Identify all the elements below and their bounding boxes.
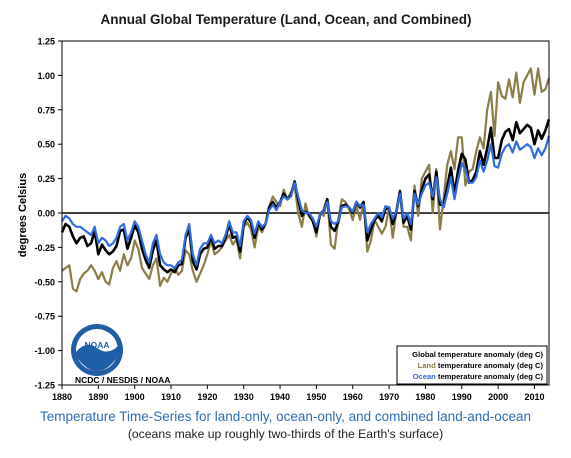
caption-line-1: Temperature Time-Series for land-only, o… [39, 409, 532, 424]
legend: Global temperature anomaly (deg C) Land t… [396, 345, 548, 385]
x-tick-label: 1980 [415, 392, 435, 400]
legend-entry-land: Land temperature anomaly (deg C) [418, 361, 544, 370]
chart-title: Annual Global Temperature (Land, Ocean, … [100, 12, 471, 27]
credit-text: NCDC / NESDIS / NOAA [75, 375, 170, 385]
x-tick-label: 1970 [379, 392, 399, 400]
y-axis-label: degrees Celsius [17, 173, 29, 257]
series-line-ocean [61, 135, 551, 270]
y-tick-label: 0.50 [37, 140, 55, 150]
x-tick-label: 1880 [52, 392, 72, 400]
x-tick-label: 1940 [270, 392, 290, 400]
x-tick-label: 1900 [125, 392, 145, 400]
y-tick-label: 0.75 [37, 105, 55, 115]
y-tick-label: 0.00 [37, 209, 55, 219]
legend-entry-ocean: Ocean temperature anomaly (deg C) [413, 372, 544, 381]
x-tick-label: 1990 [452, 392, 472, 400]
y-axis-ticks: -1.25 -1.00 -0.75 -0.50 -0.25 0.00 0.25 0.50 0.7… [34, 37, 62, 391]
y-tick-label: 1.00 [37, 71, 55, 81]
y-tick-label: -0.75 [34, 312, 55, 322]
temperature-chart: Annual Global Temperature (Land, Ocean, … [17, 12, 551, 400]
x-tick-label: 1910 [161, 392, 181, 400]
series-lines [60, 67, 551, 293]
series-line-land [61, 67, 551, 293]
series-line-global [60, 118, 551, 274]
x-axis-ticks: 1880 1890 1900 1910 1920 1930 1940 1950 1960 1970… [52, 385, 544, 400]
plot-frame [61, 40, 550, 386]
y-tick-label: 0.25 [37, 174, 55, 184]
y-tick-label: -0.50 [34, 277, 55, 287]
y-tick-label: -1.25 [34, 381, 55, 391]
legend-entry-global: Global temperature anomaly (deg C) [412, 350, 543, 359]
caption-line-2: (oceans make up roughly two-thirds of th… [127, 427, 444, 441]
y-tick-label: -1.00 [34, 346, 55, 356]
x-tick-label: 2000 [488, 392, 508, 400]
x-tick-label: 1930 [234, 392, 254, 400]
x-tick-label: 1950 [306, 392, 326, 400]
x-tick-label: 1890 [88, 392, 108, 400]
noaa-logo-wave-icon [76, 344, 118, 371]
y-tick-label: -0.25 [34, 243, 55, 253]
legend-box [396, 345, 548, 385]
x-tick-label: 1960 [343, 392, 363, 400]
x-tick-label: 1920 [197, 392, 217, 400]
noaa-logo: NOAA [71, 324, 123, 376]
y-tick-label: 1.25 [37, 37, 55, 47]
x-tick-label: 2010 [524, 392, 544, 400]
noaa-logo-text: NOAA [84, 340, 109, 350]
